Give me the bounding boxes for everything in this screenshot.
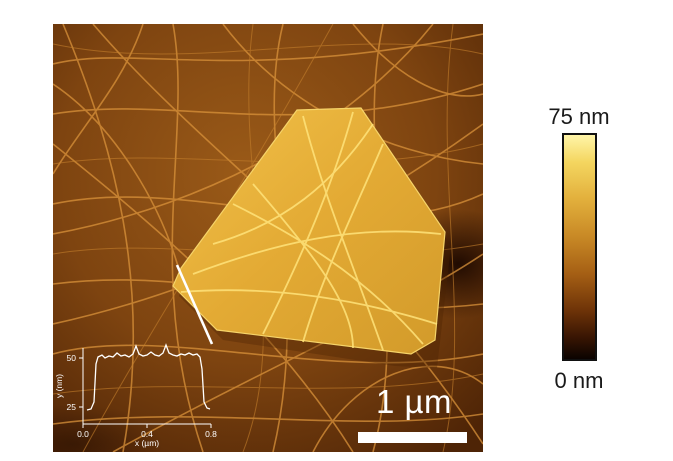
inset-profile-trace (86, 343, 211, 411)
height-profile-inset: 50 25 0.0 0.4 0.8 x (µm) y (nm) (54, 343, 217, 448)
triangular-nanoplate (172, 107, 451, 368)
inset-xtick: 0.0 (77, 429, 89, 439)
inset-xtick: 0.4 (141, 429, 153, 439)
afm-image-svg: 50 25 0.0 0.4 0.8 x (µm) y (nm) (53, 24, 483, 452)
inset-xlabel: x (µm) (135, 438, 159, 448)
colorbar (562, 133, 597, 361)
inset-ytick: 50 (67, 353, 77, 363)
inset-xtick: 0.8 (205, 429, 217, 439)
scale-bar (358, 432, 467, 443)
inset-ytick: 25 (67, 402, 77, 412)
colorbar-min-label: 0 nm (554, 368, 604, 393)
profile-line (175, 264, 214, 345)
inset-ylabel: y (nm) (54, 374, 64, 398)
afm-height-image: 50 25 0.0 0.4 0.8 x (µm) y (nm) (53, 24, 483, 452)
colorbar-max-label: 75 nm (548, 104, 610, 129)
scale-bar-label: 1 µm (375, 383, 453, 420)
